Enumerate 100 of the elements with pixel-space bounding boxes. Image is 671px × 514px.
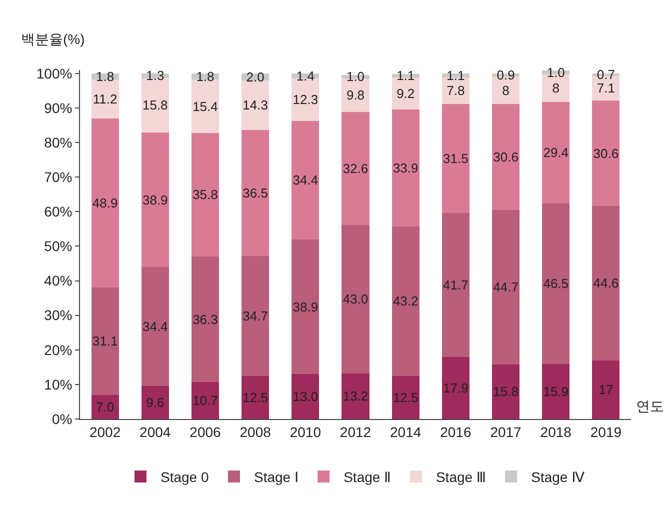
data-label: 38.9 — [292, 299, 318, 314]
bar — [191, 132, 219, 257]
bar — [242, 376, 270, 419]
bar — [492, 210, 520, 364]
data-label: 36.3 — [192, 312, 218, 327]
x-tick-label: 2014 — [390, 424, 422, 440]
data-label: 34.7 — [242, 308, 268, 324]
data-label: 0.7 — [596, 67, 615, 82]
y-tick-label: 70% — [44, 169, 72, 186]
data-label: 34.4 — [142, 318, 168, 334]
legend-label: Stage Ⅲ — [436, 468, 486, 485]
y-tick-label: 30% — [44, 307, 72, 324]
bar — [342, 112, 370, 225]
data-label: 17 — [598, 382, 614, 398]
data-label: 8 — [552, 80, 560, 96]
data-label: 43.2 — [392, 294, 418, 309]
legend-label: Stage 0 — [160, 468, 209, 485]
data-label: 15.8 — [142, 98, 168, 113]
y-tick-label: 100% — [36, 65, 72, 82]
legend-label: Stage Ⅰ — [254, 468, 299, 485]
bar — [542, 102, 570, 204]
x-tick-label: 2012 — [340, 424, 372, 440]
y-tick-label: 80% — [44, 134, 72, 150]
bar — [242, 130, 270, 256]
legend-label: Stage Ⅱ — [344, 468, 391, 485]
data-label: 29.4 — [543, 145, 569, 160]
x-tick-label: 2002 — [89, 424, 121, 440]
bar — [91, 287, 119, 395]
y-tick-label: 0% — [52, 410, 72, 427]
bar — [442, 357, 470, 419]
bar — [141, 132, 169, 267]
data-label: 1.8 — [96, 69, 114, 84]
bar — [592, 100, 620, 206]
data-label: 41.7 — [443, 278, 468, 293]
x-axis-title: 연도 — [636, 398, 664, 414]
bar — [242, 80, 270, 130]
bar — [191, 382, 219, 419]
y-axis-title: 백분율(%) — [21, 31, 85, 47]
bar — [141, 386, 169, 419]
bar — [91, 118, 119, 288]
data-label: 7.1 — [596, 80, 615, 96]
data-label: 15.4 — [192, 98, 218, 114]
data-label: 1.3 — [146, 68, 164, 84]
data-label: 14.3 — [242, 98, 268, 113]
data-label: 34.4 — [292, 172, 318, 188]
data-label: 15.9 — [543, 384, 569, 400]
y-tick-label: 20% — [44, 342, 72, 358]
bar — [292, 374, 320, 419]
x-tick-label: 2019 — [590, 424, 622, 440]
bar — [342, 224, 370, 374]
data-label: 8 — [502, 82, 510, 98]
data-label: 46.5 — [543, 276, 569, 292]
bar — [191, 80, 219, 133]
y-tick-label: 50% — [44, 238, 72, 254]
y-tick-label: 60% — [44, 204, 72, 220]
data-label: 9.6 — [146, 394, 164, 410]
data-label: 17.9 — [443, 380, 468, 396]
data-label: 10.7 — [192, 393, 218, 408]
bar — [442, 213, 470, 358]
legend-label: Stage Ⅳ — [531, 468, 585, 485]
bar — [492, 104, 520, 210]
bar — [392, 109, 420, 227]
bar — [392, 226, 420, 376]
data-label: 1.1 — [396, 68, 415, 84]
bar — [392, 376, 420, 419]
data-label: 13.0 — [292, 389, 318, 404]
y-tick-label: 10% — [44, 376, 72, 392]
x-tick-label: 2016 — [440, 424, 472, 440]
data-label: 1.4 — [296, 68, 314, 84]
data-label: 33.9 — [392, 160, 418, 176]
data-label: 2.0 — [246, 69, 264, 84]
bar — [292, 120, 320, 240]
data-label: 9.8 — [346, 88, 365, 103]
bar — [91, 394, 119, 419]
x-tick-label: 2004 — [140, 424, 171, 440]
bar — [592, 360, 620, 419]
data-label: 31.1 — [92, 334, 118, 349]
data-label: 15.8 — [493, 384, 518, 400]
data-label: 1.8 — [196, 69, 214, 84]
data-label: 12.5 — [242, 390, 268, 405]
bar — [292, 240, 320, 374]
x-tick-label: 2008 — [240, 424, 272, 440]
bar — [191, 256, 219, 382]
bar — [342, 373, 370, 419]
data-label: 1.0 — [346, 69, 365, 84]
x-tick-label: 2017 — [490, 424, 522, 440]
data-label: 30.6 — [593, 146, 619, 161]
bar — [492, 364, 520, 419]
data-label: 35.8 — [192, 187, 218, 202]
y-tick-label: 40% — [44, 272, 72, 289]
bar — [592, 206, 620, 360]
data-label: 13.2 — [342, 388, 368, 404]
data-label: 0.9 — [496, 68, 515, 83]
bar — [242, 256, 270, 376]
data-label: 30.6 — [493, 150, 518, 165]
data-label: 43.0 — [342, 292, 368, 307]
data-label: 31.5 — [443, 151, 468, 166]
bar — [141, 266, 169, 386]
bar — [442, 104, 470, 214]
data-label: 44.7 — [493, 280, 518, 295]
